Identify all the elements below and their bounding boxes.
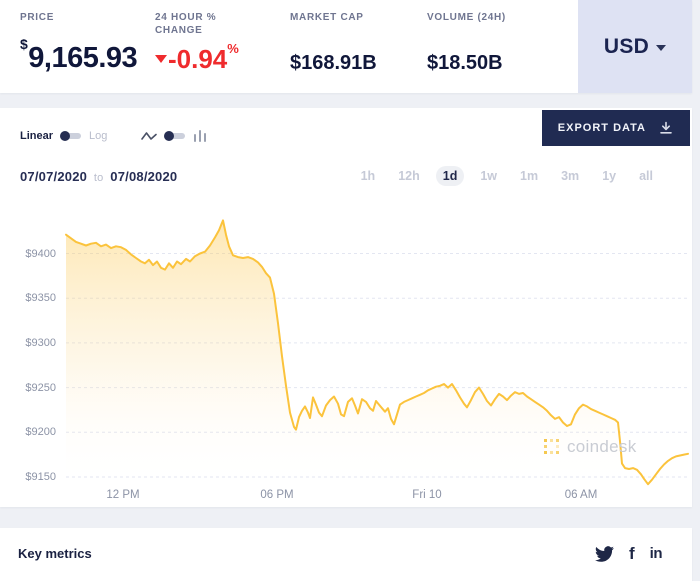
x-axis-tick-label: Fri 10 [412,489,442,501]
key-metrics-title: Key metrics [18,546,92,561]
market-cap-value: $168.91B [290,52,377,74]
range-1w[interactable]: 1w [480,169,498,183]
stat-24h-change: 24 HOUR % CHANGE -0.94% [155,0,250,93]
price-value: $9,165.93 [20,36,138,74]
range-12h[interactable]: 12h [398,169,420,183]
range-1h[interactable]: 1h [360,169,376,183]
price-label: PRICE [20,12,55,23]
currency-selector-value: USD [603,34,650,58]
change-value: -0.94% [155,41,239,75]
range-3m[interactable]: 3m [561,169,580,183]
stat-volume-24h: VOLUME (24H) $18.50B [427,0,506,93]
chevron-down-icon [656,45,667,51]
date-and-range-row: 07/07/2020 to 07/08/2020 1h 12h 1d 1w 1m… [20,166,672,188]
export-data-button[interactable]: EXPORT DATA [541,110,690,146]
price-chart-plot[interactable]: coindesk $9400 $9350 $9300 $9250 $9200 $9150 1… [0,108,692,507]
range-1y[interactable]: 1y [602,169,617,183]
price-line [65,219,689,486]
range-1d[interactable]: 1d [435,166,465,186]
coindesk-watermark: coindesk [544,437,637,457]
coindesk-logo-icon [544,439,559,454]
y-axis-tick-label: $9200 [25,426,56,439]
change-label: 24 HOUR % CHANGE [155,12,217,36]
export-data-label: EXPORT DATA [557,122,646,134]
bar-chart-icon[interactable] [193,129,207,143]
stat-price: PRICE $9,165.93 [20,0,138,93]
x-axis-tick-label: 06 PM [260,489,294,501]
x-axis-tick-label: 12 PM [106,489,140,501]
down-arrow-icon [155,55,167,63]
coindesk-watermark-text: coindesk [567,437,637,456]
y-axis-tick-label: $9350 [25,292,56,305]
currency-selector[interactable]: USD [578,0,692,93]
toggle-knob [60,131,71,141]
date-separator: to [93,172,104,184]
date-range[interactable]: 07/07/2020 to 07/08/2020 [20,169,177,184]
currency-symbol: $ [20,36,28,52]
twitter-icon[interactable] [594,546,614,562]
range-1m[interactable]: 1m [520,169,539,183]
price-area-chart [65,219,689,486]
time-range-selector: 1h 12h 1d 1w 1m 3m 1y all [354,166,660,186]
y-axis-tick-label: $9250 [25,381,56,394]
date-start[interactable]: 07/07/2020 [20,169,88,184]
chart-type-toggle[interactable] [164,131,186,141]
chart-type-controls [141,129,207,143]
market-cap-label: MARKET CAP [290,12,364,23]
scale-toggle[interactable] [60,131,82,141]
linkedin-icon[interactable]: in [649,545,663,562]
y-axis-tick-label: $9400 [25,247,56,260]
price-area-fill [66,220,688,486]
key-metrics-section: Key metrics f in [0,528,692,581]
percent-symbol: % [227,41,239,56]
volume-label: VOLUME (24H) [427,12,506,23]
x-axis-tick-label: 06 AM [564,489,598,501]
volume-value: $18.50B [427,52,503,74]
price-chart-card: Linear Log EXPORT DATA 07/07/2020 to 07/… [0,108,692,507]
facebook-icon[interactable]: f [628,544,635,563]
date-end[interactable]: 07/08/2020 [110,169,178,184]
y-axis-tick-label: $9300 [25,336,56,349]
chart-controls: Linear Log [20,128,207,144]
toggle-knob [164,131,175,141]
price-summary-header: PRICE $9,165.93 24 HOUR % CHANGE -0.94% … [0,0,692,93]
scale-log-label[interactable]: Log [89,130,108,142]
line-chart-icon[interactable] [141,130,158,142]
y-axis-tick-label: $9150 [25,471,56,483]
download-icon [660,121,672,134]
scale-linear-label[interactable]: Linear [20,130,54,142]
range-all[interactable]: all [639,169,653,183]
stat-market-cap: MARKET CAP $168.91B [290,0,377,93]
social-share-row: f in [594,542,663,566]
